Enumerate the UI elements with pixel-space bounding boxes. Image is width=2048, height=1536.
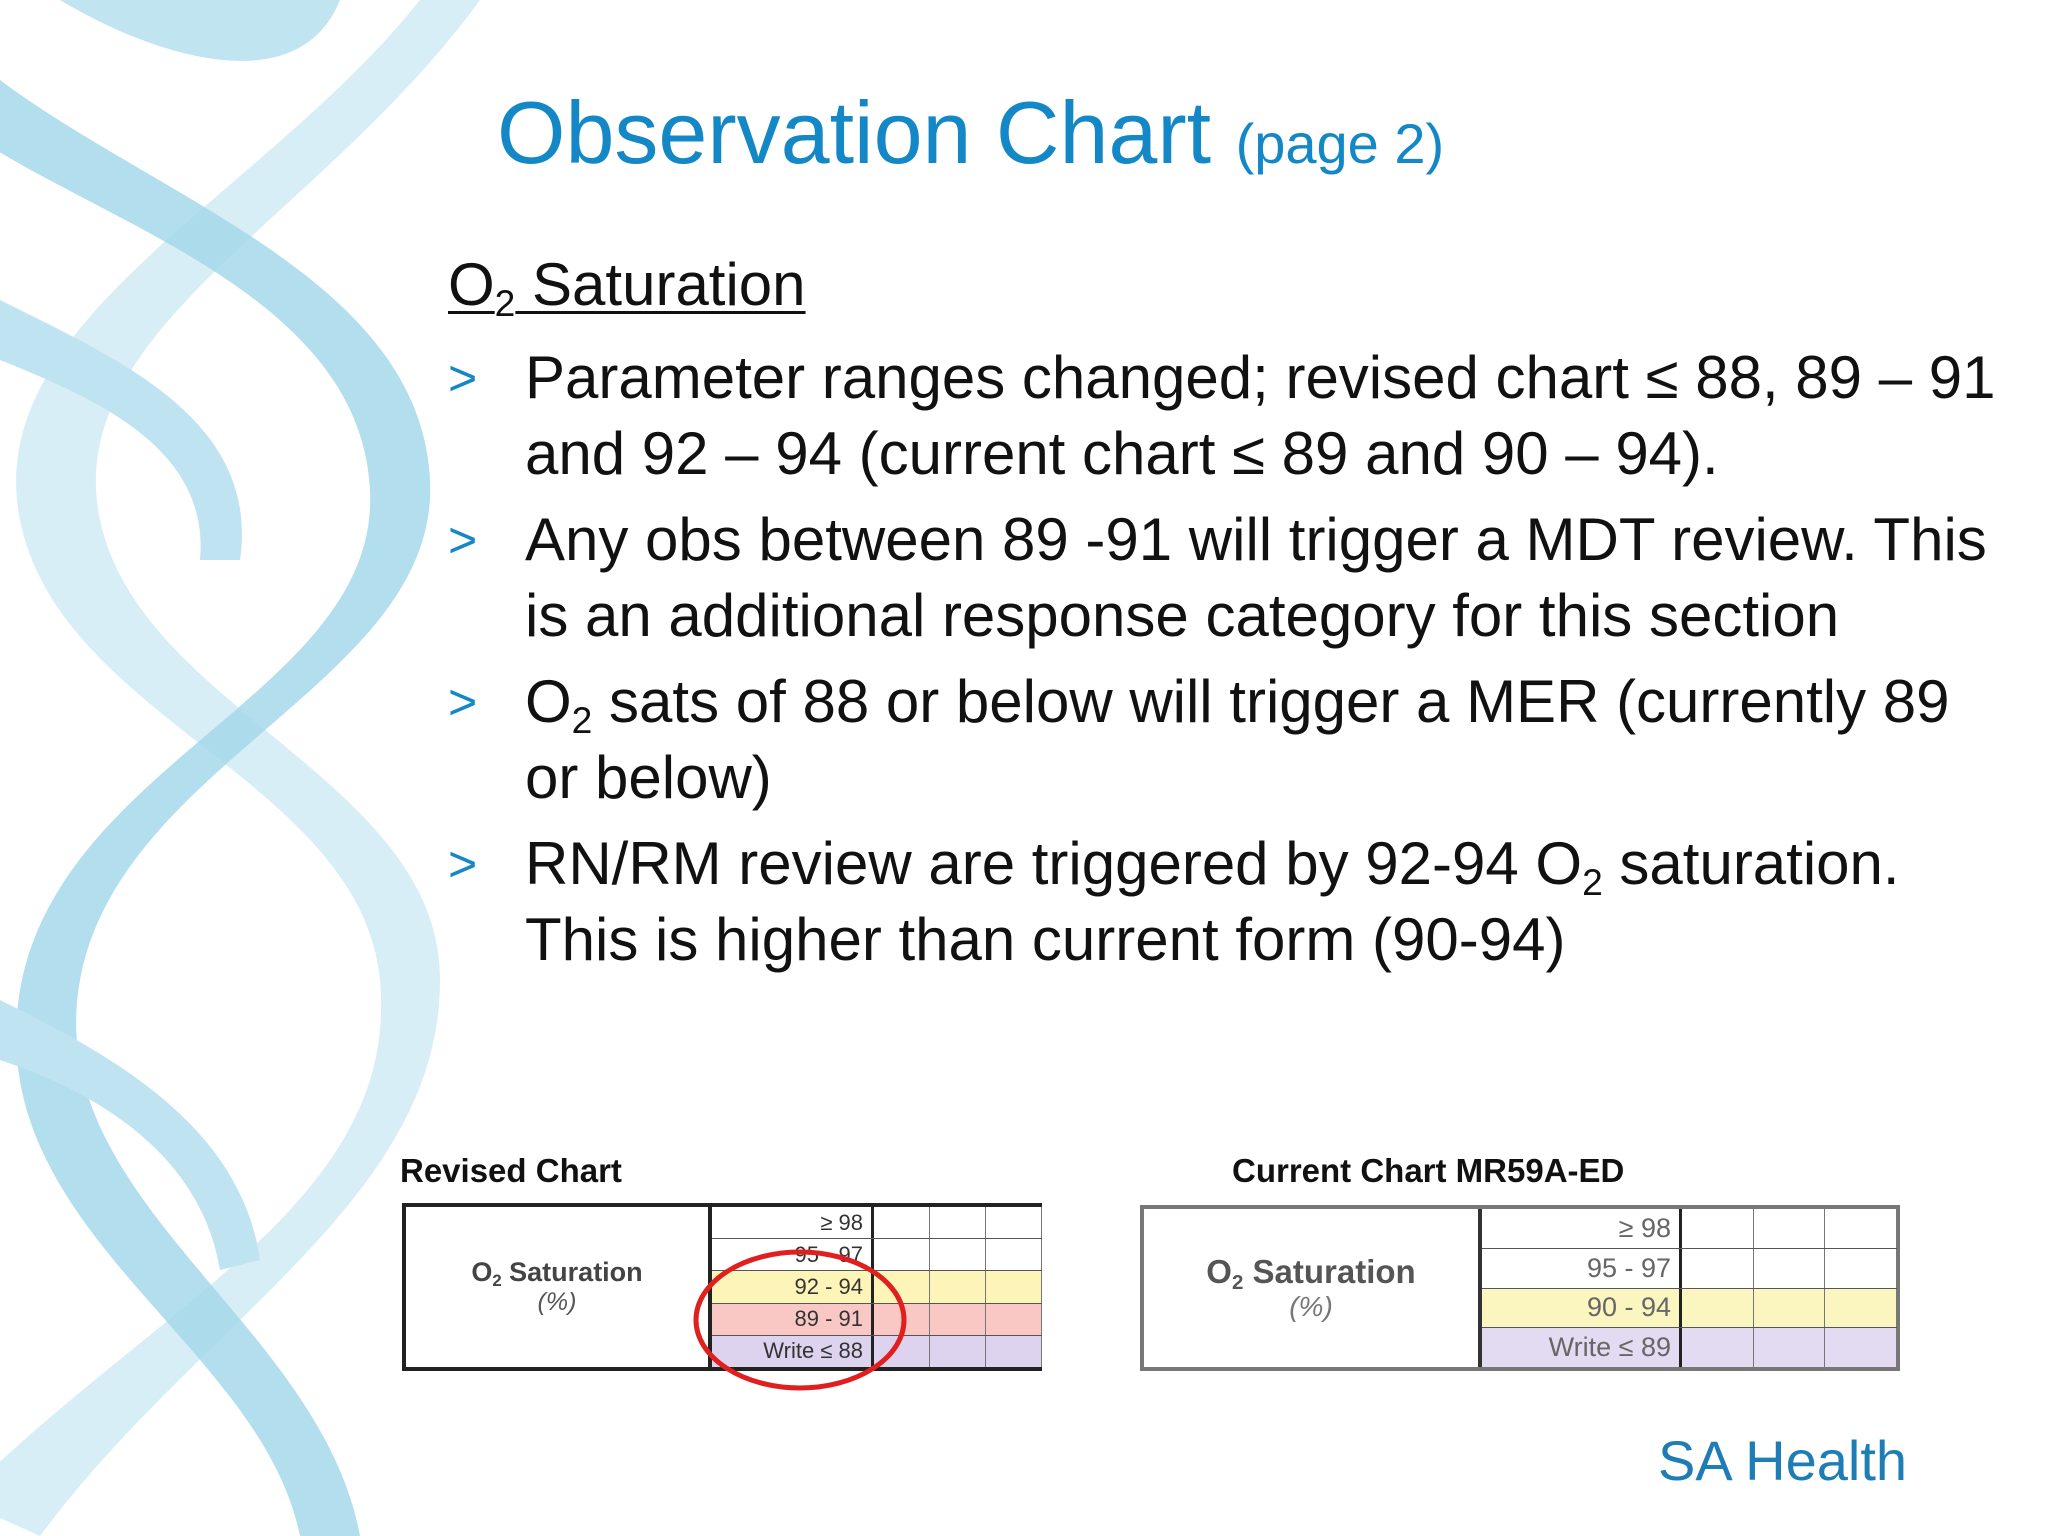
observation-cell bbox=[930, 1335, 986, 1368]
revised-chart-parameter-cell: O2 Saturation (%) bbox=[406, 1207, 712, 1367]
row-range-label: 95 - 97 bbox=[1482, 1248, 1682, 1288]
observation-cell bbox=[986, 1271, 1042, 1303]
bullet-arrow-icon: > bbox=[448, 836, 478, 892]
observation-cell bbox=[1754, 1288, 1826, 1328]
bullet-arrow-icon: > bbox=[448, 350, 478, 406]
bullet-item: > RN/RM review are triggered by 92-94 O2… bbox=[448, 826, 2008, 978]
observation-cell bbox=[930, 1207, 986, 1239]
heading-subscript: 2 bbox=[494, 282, 516, 325]
chart-row: Write ≤ 88 bbox=[712, 1335, 1042, 1368]
revised-chart-label: Revised Chart bbox=[400, 1152, 622, 1189]
sa-health-logo-text: SA Health bbox=[1658, 1429, 1908, 1492]
bullet-text-sub: 2 bbox=[1582, 861, 1603, 904]
observation-cell bbox=[930, 1303, 986, 1335]
observation-cell bbox=[874, 1335, 930, 1368]
observation-cell bbox=[1825, 1288, 1898, 1328]
section-heading: O2 Saturation bbox=[448, 248, 806, 322]
observation-cell bbox=[1825, 1248, 1898, 1288]
observation-cell bbox=[874, 1271, 930, 1303]
chart-row: Write ≤ 89 bbox=[1482, 1328, 1898, 1367]
chart-row: ≥ 98 bbox=[712, 1207, 1042, 1240]
current-chart-table: O2 Saturation (%) ≥ 98 95 - 97 90 - 94 Writ… bbox=[1140, 1205, 1900, 1371]
bullet-text: Any obs between 89 -91 will trigger a MD… bbox=[525, 506, 1987, 649]
row-range-label: 92 - 94 bbox=[712, 1271, 874, 1303]
heading-prefix: O bbox=[448, 251, 495, 318]
bullet-text: O2 sats of 88 or below will trigger a ME… bbox=[525, 668, 1950, 811]
bullet-text-post: saturation. This is higher than current … bbox=[525, 830, 1900, 973]
revised-chart-rows: ≥ 98 95 - 97 92 - 94 89 - 91 Write ≤ 88 bbox=[712, 1207, 1042, 1368]
parameter-name: O2 Saturation bbox=[1206, 1253, 1416, 1295]
slide-title: Observation Chart (page 2) bbox=[497, 80, 1444, 196]
bullet-item: > Any obs between 89 -91 will trigger a … bbox=[448, 502, 2008, 654]
parameter-unit: (%) bbox=[1289, 1291, 1333, 1322]
observation-cell bbox=[1682, 1328, 1754, 1367]
bullet-text-post: sats of 88 or below will trigger a MER (… bbox=[525, 668, 1950, 811]
bullet-text-sub: 2 bbox=[571, 699, 593, 742]
heading-rest: Saturation bbox=[515, 251, 806, 318]
highlight-circle bbox=[693, 1249, 907, 1391]
observation-cell bbox=[874, 1303, 930, 1335]
observation-cell bbox=[1682, 1288, 1754, 1328]
chart-row: 95 - 97 bbox=[1482, 1248, 1898, 1289]
observation-cell bbox=[930, 1239, 986, 1271]
row-range-label: Write ≤ 88 bbox=[712, 1335, 874, 1368]
chart-row: 90 - 94 bbox=[1482, 1288, 1898, 1329]
bullet-text-pre: RN/RM review are triggered by 92-94 O bbox=[525, 830, 1583, 897]
bullet-list: > Parameter ranges changed; revised char… bbox=[448, 340, 2008, 988]
observation-cell bbox=[930, 1271, 986, 1303]
observation-cell bbox=[1825, 1209, 1898, 1248]
bullet-text: Parameter ranges changed; revised chart … bbox=[525, 344, 1996, 487]
row-range-label: 89 - 91 bbox=[712, 1303, 874, 1335]
current-chart-label: Current Chart MR59A-ED bbox=[1232, 1152, 1625, 1189]
dna-ribbon-decoration bbox=[0, 0, 480, 1536]
bullet-item: > O2 sats of 88 or below will trigger a … bbox=[448, 664, 2008, 816]
observation-cell bbox=[986, 1303, 1042, 1335]
bullet-arrow-icon: > bbox=[448, 512, 478, 568]
bullet-text: RN/RM review are triggered by 92-94 O2 s… bbox=[525, 830, 1900, 973]
title-main: Observation Chart bbox=[497, 83, 1212, 182]
title-sub: (page 2) bbox=[1235, 112, 1445, 175]
current-chart-parameter-cell: O2 Saturation (%) bbox=[1144, 1209, 1482, 1367]
observation-cell bbox=[1682, 1209, 1754, 1248]
row-range-label: ≥ 98 bbox=[1482, 1209, 1682, 1248]
observation-cell bbox=[1754, 1209, 1826, 1248]
observation-cell bbox=[986, 1335, 1042, 1368]
observation-cell bbox=[986, 1239, 1042, 1271]
current-chart-rows: ≥ 98 95 - 97 90 - 94 Write ≤ 89 bbox=[1482, 1209, 1898, 1367]
row-range-label: 90 - 94 bbox=[1482, 1288, 1682, 1328]
observation-cell bbox=[874, 1239, 930, 1271]
chart-row: 89 - 91 bbox=[712, 1303, 1042, 1336]
parameter-unit: (%) bbox=[537, 1288, 577, 1316]
observation-cell bbox=[1825, 1328, 1898, 1367]
bullet-item: > Parameter ranges changed; revised char… bbox=[448, 340, 2008, 492]
bullet-text-pre: O bbox=[525, 668, 572, 735]
revised-chart-table: O2 Saturation (%) ≥ 98 95 - 97 92 - 94 89 -… bbox=[402, 1203, 1042, 1371]
observation-cell bbox=[874, 1207, 930, 1239]
bullet-arrow-icon: > bbox=[448, 674, 478, 730]
observation-cell bbox=[986, 1207, 1042, 1239]
parameter-name: O2 Saturation bbox=[471, 1257, 643, 1291]
observation-cell bbox=[1682, 1248, 1754, 1288]
observation-cell bbox=[1754, 1328, 1826, 1367]
chart-row: ≥ 98 bbox=[1482, 1209, 1898, 1249]
observation-cell bbox=[1754, 1248, 1826, 1288]
row-range-label: Write ≤ 89 bbox=[1482, 1328, 1682, 1367]
row-range-label: ≥ 98 bbox=[712, 1207, 874, 1239]
